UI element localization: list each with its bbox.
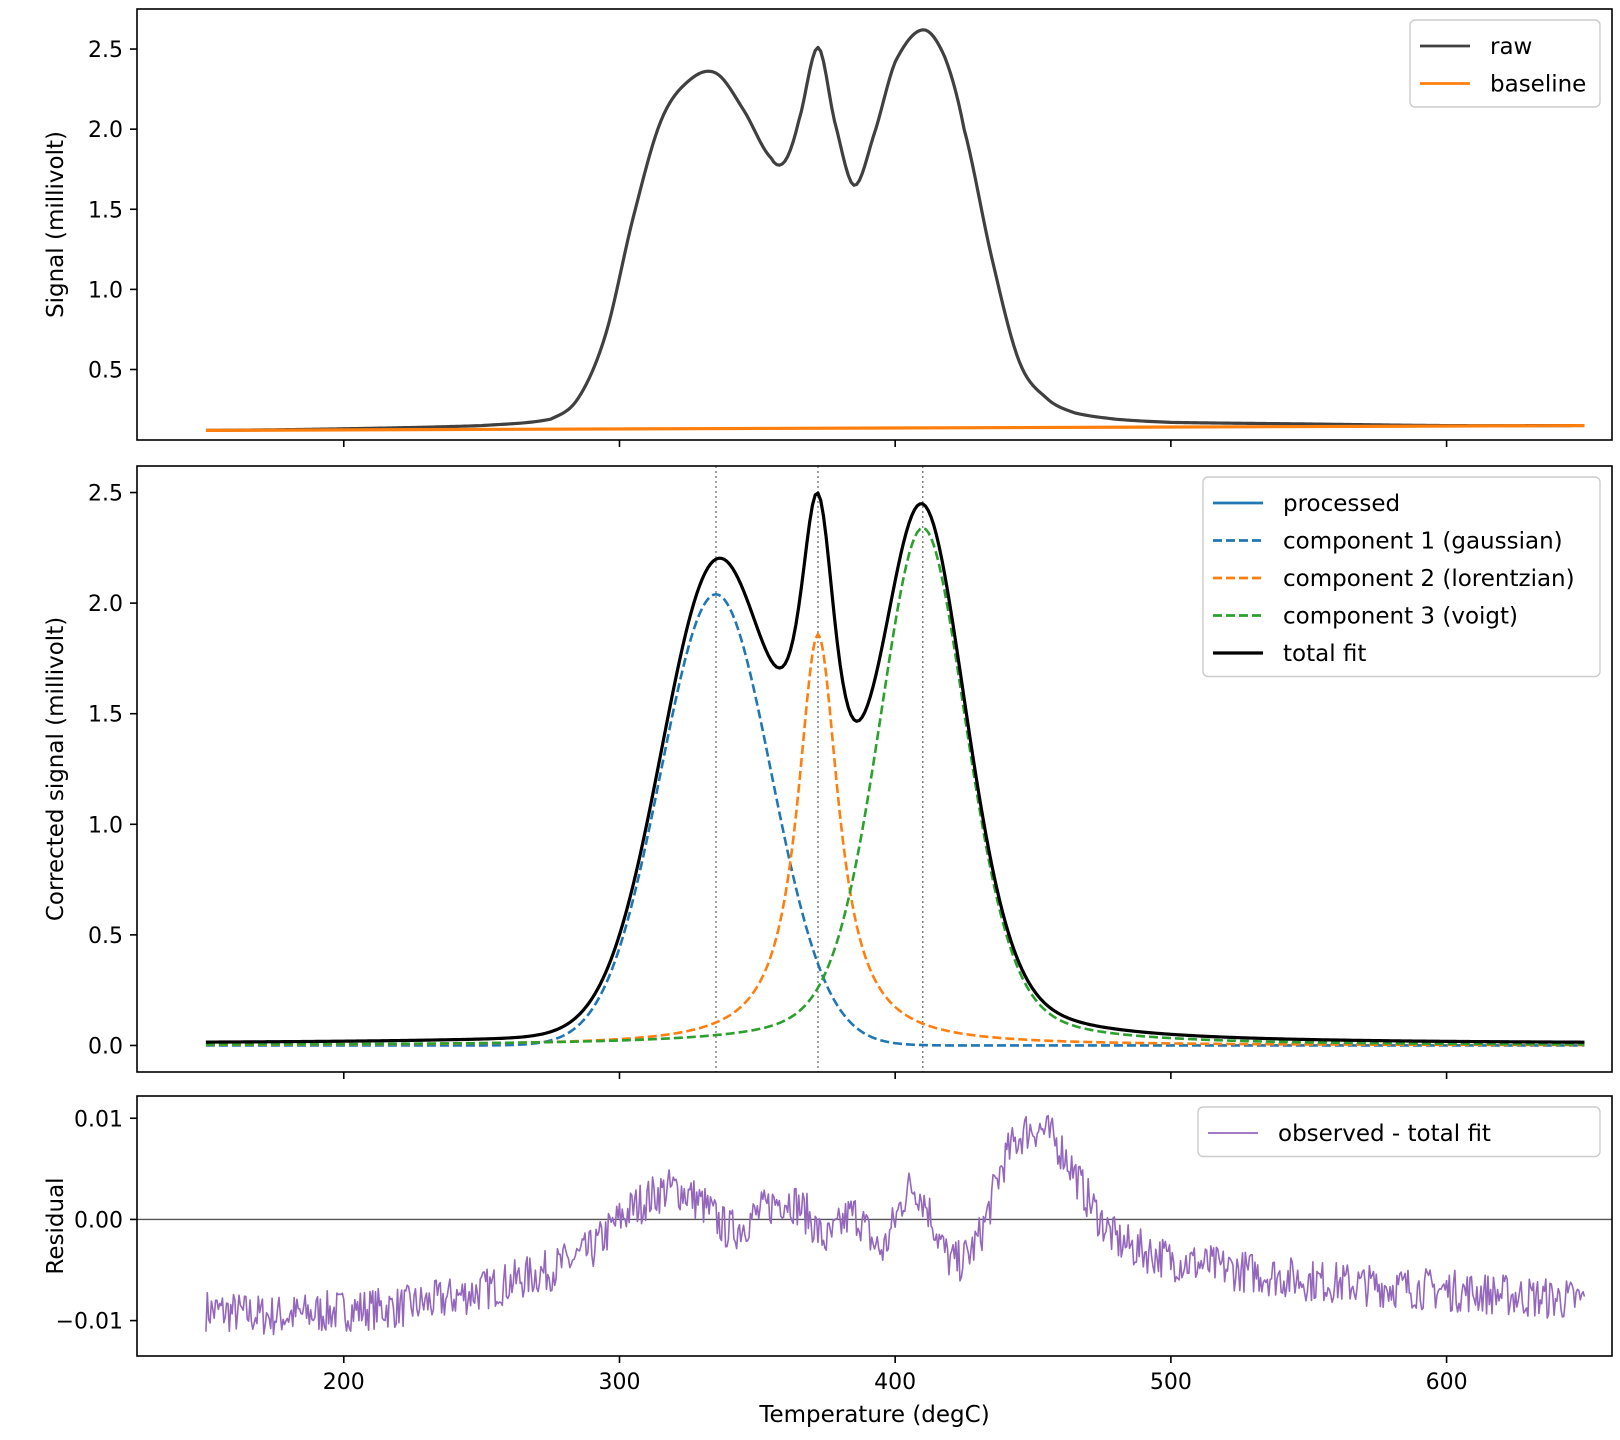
plot-area <box>205 466 1585 1072</box>
series-line-1 <box>205 1114 1586 1336</box>
y-tick-label: 0.5 <box>88 924 123 949</box>
series-line-5 <box>205 491 1585 1044</box>
x-tick-label: 600 <box>1426 1370 1468 1395</box>
legend: raw baseline <box>1409 19 1601 108</box>
axes-frame <box>136 8 1613 441</box>
y-tick-label: 0.0 <box>88 1034 123 1059</box>
panel-2: 0.0 0.5 1.0 1.5 2.0 2.5 Corrected signal (mill… <box>43 465 1613 1079</box>
y-tick-label: 0.00 <box>74 1208 123 1233</box>
y-axis-label: Signal (millivolt) <box>43 131 69 318</box>
legend-box <box>1197 1106 1601 1158</box>
y-tick-label: 2.5 <box>88 482 123 507</box>
legend-label: component 1 (gaussian) <box>1283 529 1563 555</box>
series-line-2 <box>205 423 1585 432</box>
series-line-3 <box>205 632 1585 1047</box>
plot-area <box>137 1114 1612 1336</box>
axes-frame <box>136 465 1613 1073</box>
panel-3: −0.01 0.00 0.01 200 300 400 500 600 Residual Temp… <box>43 1095 1613 1428</box>
legend-label: raw <box>1490 34 1532 60</box>
y-tick-label: 1.5 <box>88 198 123 223</box>
x-tick-label: 400 <box>874 1370 916 1395</box>
y-axis-label: Residual <box>43 1177 69 1274</box>
series-line-1 <box>205 28 1585 432</box>
legend-label: component 2 (lorentzian) <box>1283 566 1575 592</box>
legend-box <box>1202 476 1601 678</box>
legend: observed - total fit <box>1197 1106 1601 1158</box>
x-tick-label: 200 <box>323 1370 365 1395</box>
x-axis-label: Temperature (degC) <box>758 1402 989 1428</box>
y-tick-label: 0.5 <box>88 359 123 384</box>
x-tick-label: 300 <box>598 1370 640 1395</box>
y-tick-label: 1.5 <box>88 703 123 728</box>
y-tick-label: −0.01 <box>56 1310 123 1335</box>
series-line-4 <box>205 526 1585 1046</box>
y-tick-label: 1.0 <box>88 278 123 303</box>
legend-label: baseline <box>1490 72 1586 98</box>
y-tick-label: 1.0 <box>88 813 123 838</box>
y-tick-label: 2.0 <box>88 592 123 617</box>
legend: processed component 1 (gaussian) component… <box>1202 476 1601 678</box>
y-tick-label: 0.01 <box>74 1107 123 1132</box>
legend-label: observed - total fit <box>1278 1121 1491 1147</box>
plot-area <box>205 28 1585 432</box>
legend-label: total fit <box>1283 641 1366 667</box>
y-axis-label: Corrected signal (millivolt) <box>43 617 69 921</box>
y-tick-label: 2.5 <box>88 38 123 63</box>
legend-label: component 3 (voigt) <box>1283 604 1518 630</box>
x-tick-label: 500 <box>1150 1370 1192 1395</box>
y-tick-label: 2.0 <box>88 118 123 143</box>
panel-1: 0.5 1.0 1.5 2.0 2.5 Signal (millivolt) raw base… <box>43 8 1613 447</box>
series-line-2 <box>205 592 1585 1047</box>
axes-frame <box>136 1095 1613 1357</box>
legend-box <box>1409 19 1601 108</box>
legend-label: processed <box>1283 491 1400 517</box>
